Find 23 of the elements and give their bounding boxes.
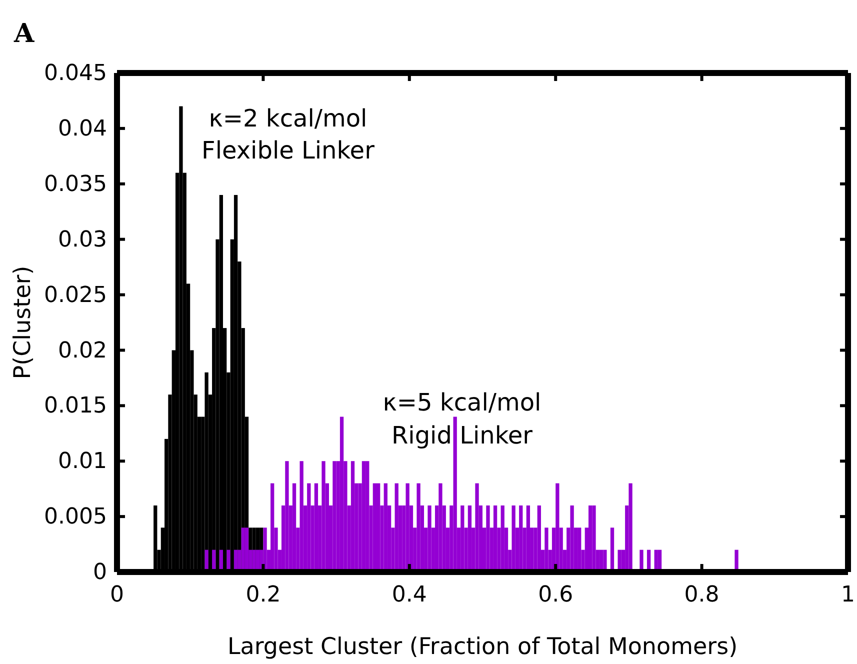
y-tick-label: 0.035	[44, 172, 107, 197]
y-tick-label: 0.045	[44, 61, 107, 86]
y-tick-label: 0.01	[58, 449, 107, 474]
x-tick-label: 0.4	[392, 582, 427, 608]
annotation: Flexible Linker	[202, 136, 375, 164]
annotation: Rigid Linker	[391, 421, 533, 450]
x-tick-label: 0.8	[684, 582, 720, 608]
chart-title: A	[13, 19, 35, 49]
y-tick-label: 0.005	[44, 504, 107, 530]
x-tick-label: 0	[110, 582, 124, 608]
x-tick-label: 0.6	[538, 582, 574, 608]
y-tick-label: 0.03	[58, 227, 107, 252]
x-tick-label: 1	[841, 582, 855, 608]
y-tick-label: 0.025	[44, 282, 107, 308]
y-tick-label: 0	[93, 560, 107, 586]
y-tick-label: 0.02	[58, 338, 107, 364]
annotation: κ=5 kcal/mol	[382, 388, 542, 416]
annotation: κ=2 kcal/mol	[208, 104, 368, 132]
x-axis-title: Largest Cluster (Fraction of Total Monomers)	[227, 634, 738, 660]
y-axis-title: P(Cluster)	[10, 266, 36, 380]
y-tick-label: 0.04	[58, 116, 107, 142]
y-tick-label: 0.015	[44, 394, 107, 419]
x-tick-label: 0.2	[246, 582, 281, 608]
